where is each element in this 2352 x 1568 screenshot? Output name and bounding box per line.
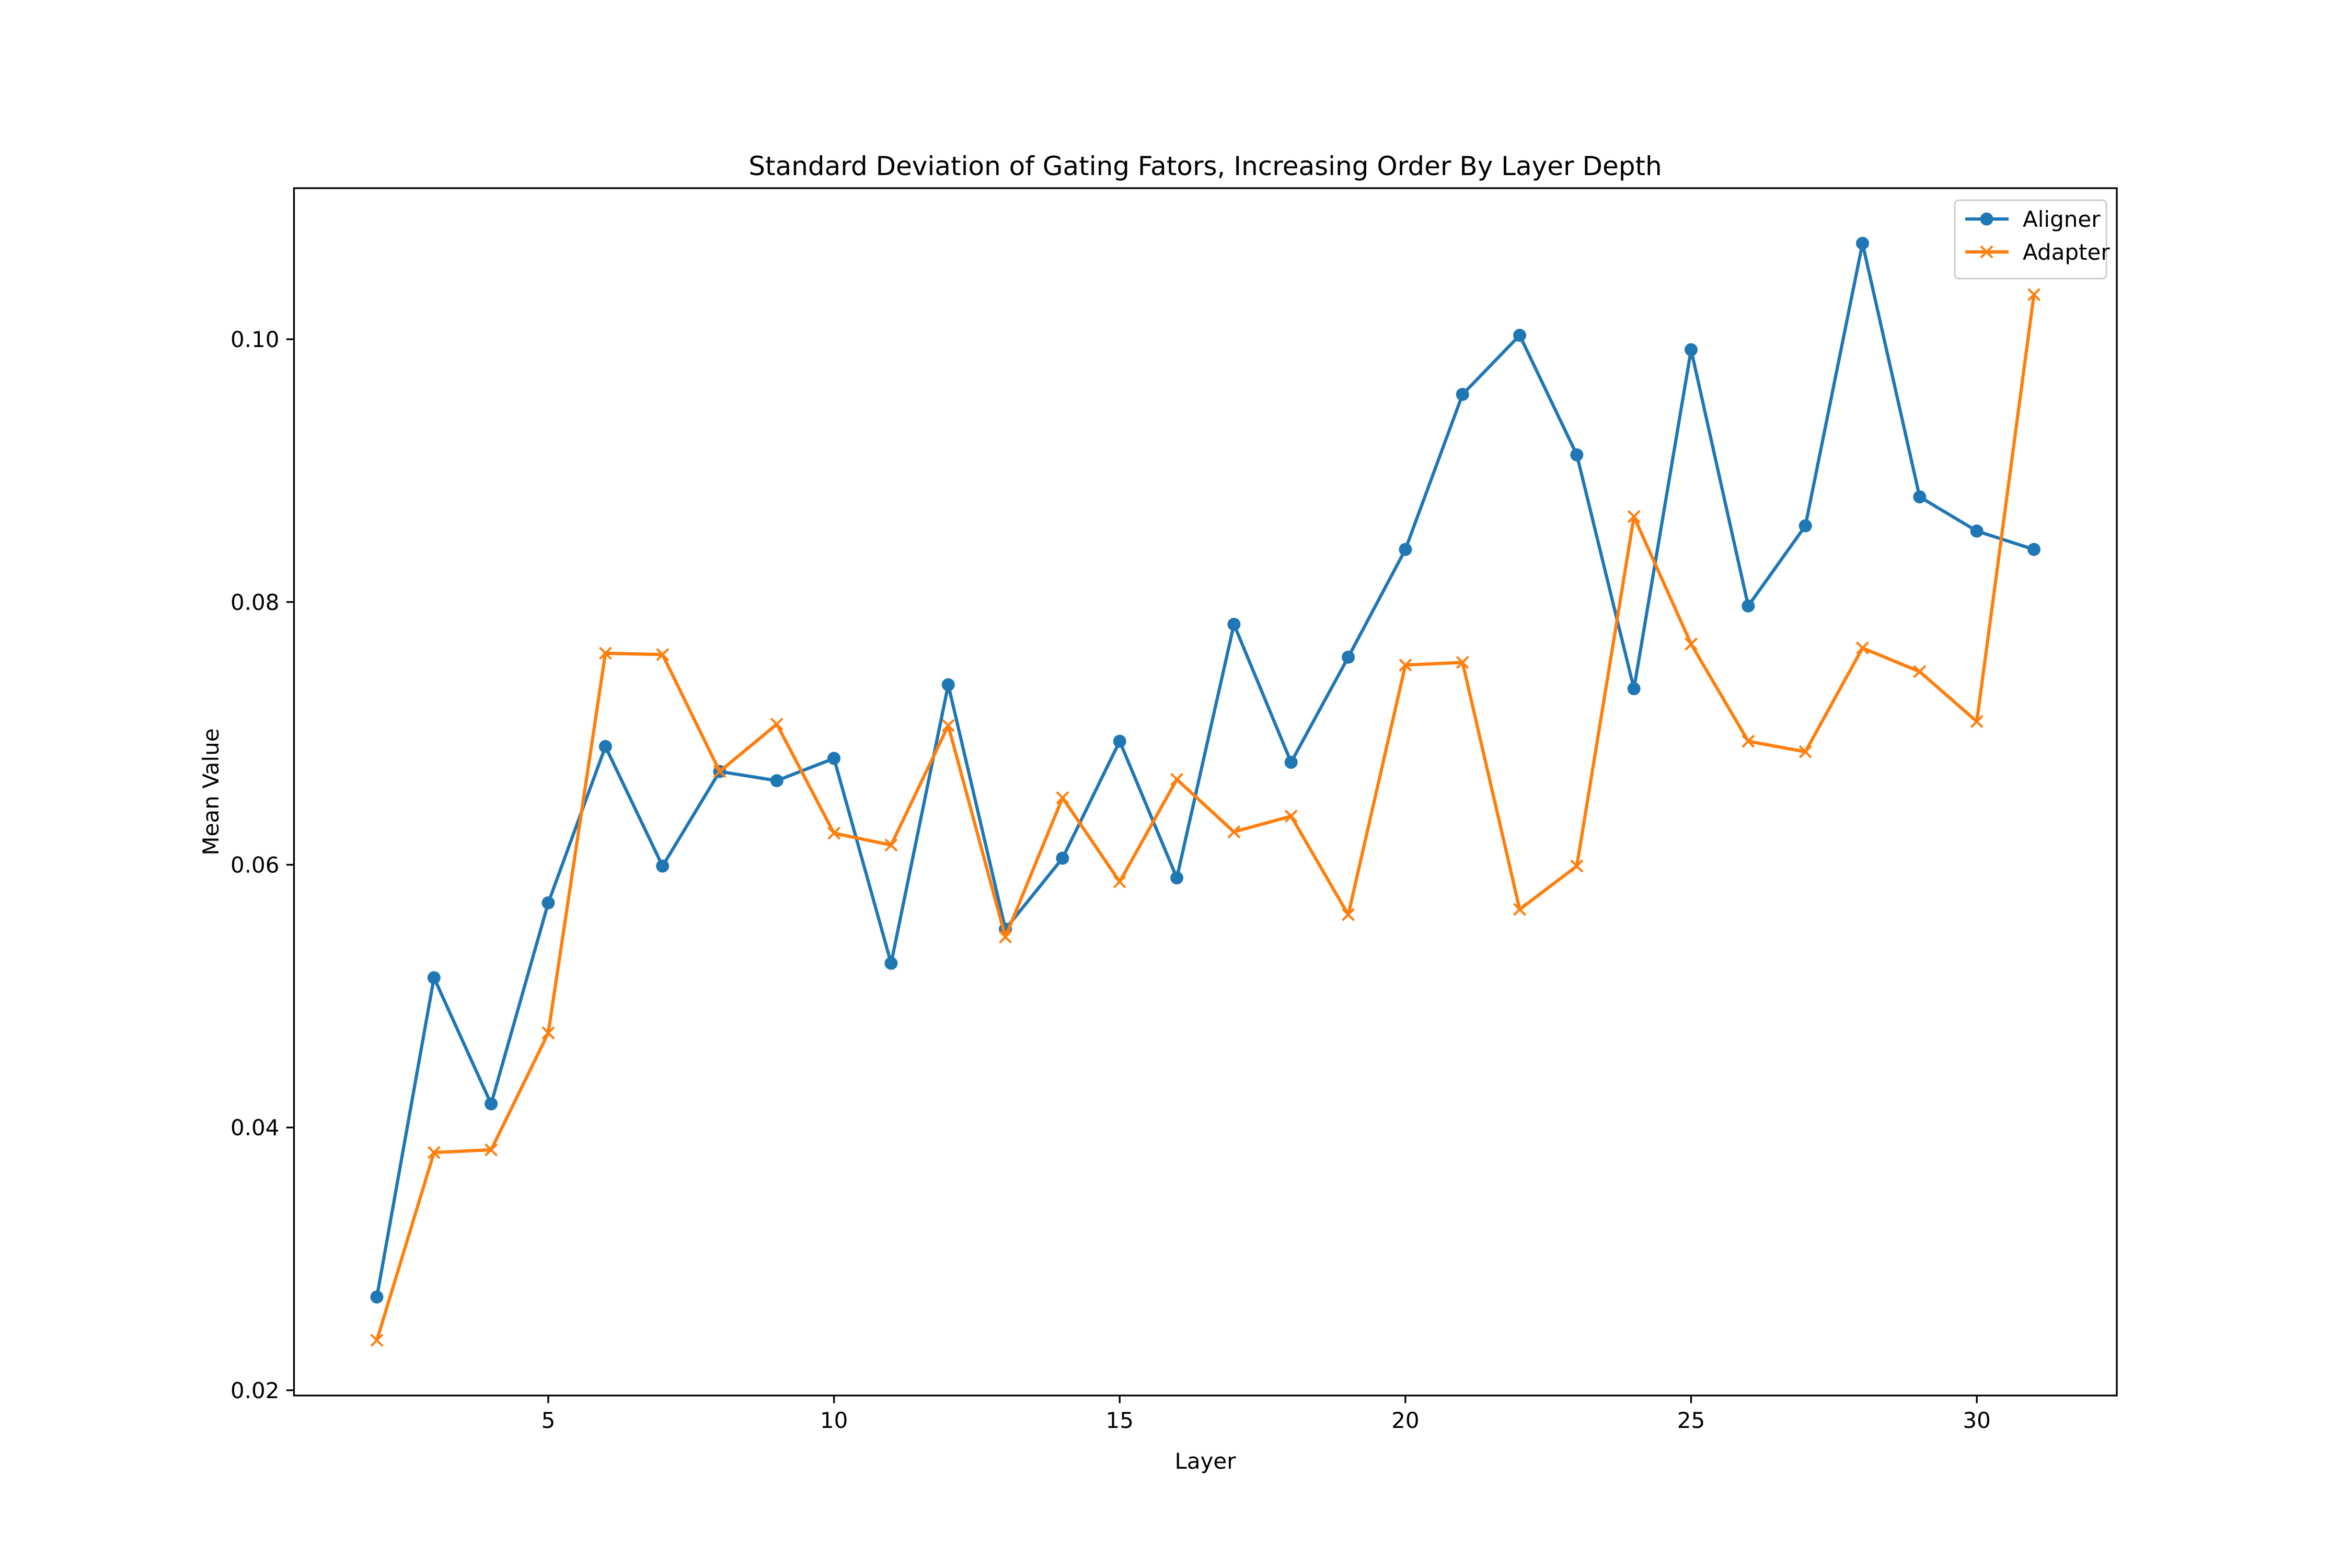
aligner-point xyxy=(656,859,670,873)
aligner-point xyxy=(370,1290,384,1304)
adapter-point xyxy=(713,765,727,778)
adapter-point xyxy=(1513,903,1527,916)
adapter-point xyxy=(656,648,670,661)
aligner-point xyxy=(941,678,955,691)
x-tick-label: 10 xyxy=(820,1408,848,1433)
aligner-point xyxy=(1227,618,1241,631)
adapter-line xyxy=(375,294,2036,1341)
y-tick-label: 0.06 xyxy=(230,852,280,878)
aligner-point xyxy=(1855,237,1869,250)
series-aligner xyxy=(370,237,2040,1304)
aligner-point xyxy=(1342,650,1355,664)
adapter-point xyxy=(770,718,783,731)
aligner-point xyxy=(884,956,898,970)
aligner-point xyxy=(427,971,441,985)
x-axis-label: Layer xyxy=(1174,1448,1236,1474)
adapter-point xyxy=(427,1146,441,1159)
aligner-point xyxy=(1798,519,1812,533)
aligner-point xyxy=(541,896,555,909)
aligner-point xyxy=(1399,543,1412,556)
aligner-point xyxy=(1513,329,1527,342)
adapter-point xyxy=(1685,637,1698,651)
adapter-point xyxy=(1742,734,1755,748)
adapter-point xyxy=(1342,908,1355,921)
adapter-point xyxy=(1456,655,1469,669)
adapter-point xyxy=(1856,641,1869,655)
aligner-point xyxy=(1570,448,1584,462)
adapter-point xyxy=(884,838,898,852)
aligner-point xyxy=(598,740,612,753)
legend-marker xyxy=(1980,245,1993,259)
aligner-point xyxy=(1456,388,1469,401)
adapter-point xyxy=(598,647,612,660)
chart-title: Standard Deviation of Gating Fators, Inc… xyxy=(748,151,1662,181)
y-tick-label: 0.08 xyxy=(230,590,280,615)
plot-frame xyxy=(293,187,2118,1397)
legend-marker xyxy=(1980,212,1993,226)
adapter-point xyxy=(541,1026,555,1040)
y-axis-label: Mean Value xyxy=(198,728,224,855)
aligner-point xyxy=(1056,851,1069,865)
adapter-point xyxy=(827,826,841,840)
x-tick-label: 25 xyxy=(1677,1408,1705,1433)
x-tick-label: 15 xyxy=(1106,1408,1134,1433)
adapter-point xyxy=(941,719,955,732)
aligner-line xyxy=(375,241,2035,1298)
adapter-point xyxy=(1056,791,1069,804)
aligner-point xyxy=(1284,755,1298,769)
adapter-point xyxy=(999,930,1012,944)
series-group xyxy=(370,237,2040,1347)
adapter-point xyxy=(1627,510,1641,523)
adapter-point xyxy=(1113,875,1126,889)
legend: Aligner Adapter xyxy=(1954,199,2110,280)
aligner-point xyxy=(2027,543,2040,556)
legend-label: Aligner xyxy=(2023,206,2101,232)
x-tick-label: 30 xyxy=(1963,1408,1990,1433)
adapter-point xyxy=(1399,658,1412,672)
adapter-point xyxy=(485,1143,498,1157)
aligner-point xyxy=(1627,682,1641,696)
aligner-point xyxy=(1113,734,1126,748)
series-adapter xyxy=(370,288,2040,1347)
aligner-point xyxy=(827,752,841,765)
adapter-point xyxy=(1913,665,1927,678)
y-tick-label: 0.10 xyxy=(230,327,280,352)
adapter-point xyxy=(1570,859,1584,873)
adapter-point xyxy=(1170,773,1184,786)
adapter-point xyxy=(1798,745,1812,758)
aligner-point xyxy=(770,774,783,788)
legend-label: Adapter xyxy=(2023,239,2110,265)
adapter-point xyxy=(1284,810,1298,823)
adapter-point xyxy=(2027,288,2040,302)
x-tick-label: 5 xyxy=(541,1408,556,1433)
aligner-point xyxy=(1742,599,1755,613)
aligner-point xyxy=(1970,524,1984,538)
y-tick-label: 0.02 xyxy=(230,1378,280,1403)
adapter-point xyxy=(1227,825,1241,839)
adapter-point xyxy=(370,1333,384,1347)
aligner-point xyxy=(1685,343,1698,356)
aligner-point xyxy=(485,1097,498,1111)
y-tick-label: 0.04 xyxy=(230,1115,280,1140)
x-tick-label: 20 xyxy=(1391,1408,1419,1433)
axis-ticks: 5 10 15 20 25 30 0.02 0.04 0.06 0.08 0.10 xyxy=(230,327,1991,1433)
adapter-point xyxy=(1970,715,1984,729)
aligner-point xyxy=(1170,871,1184,885)
aligner-point xyxy=(1913,490,1927,504)
